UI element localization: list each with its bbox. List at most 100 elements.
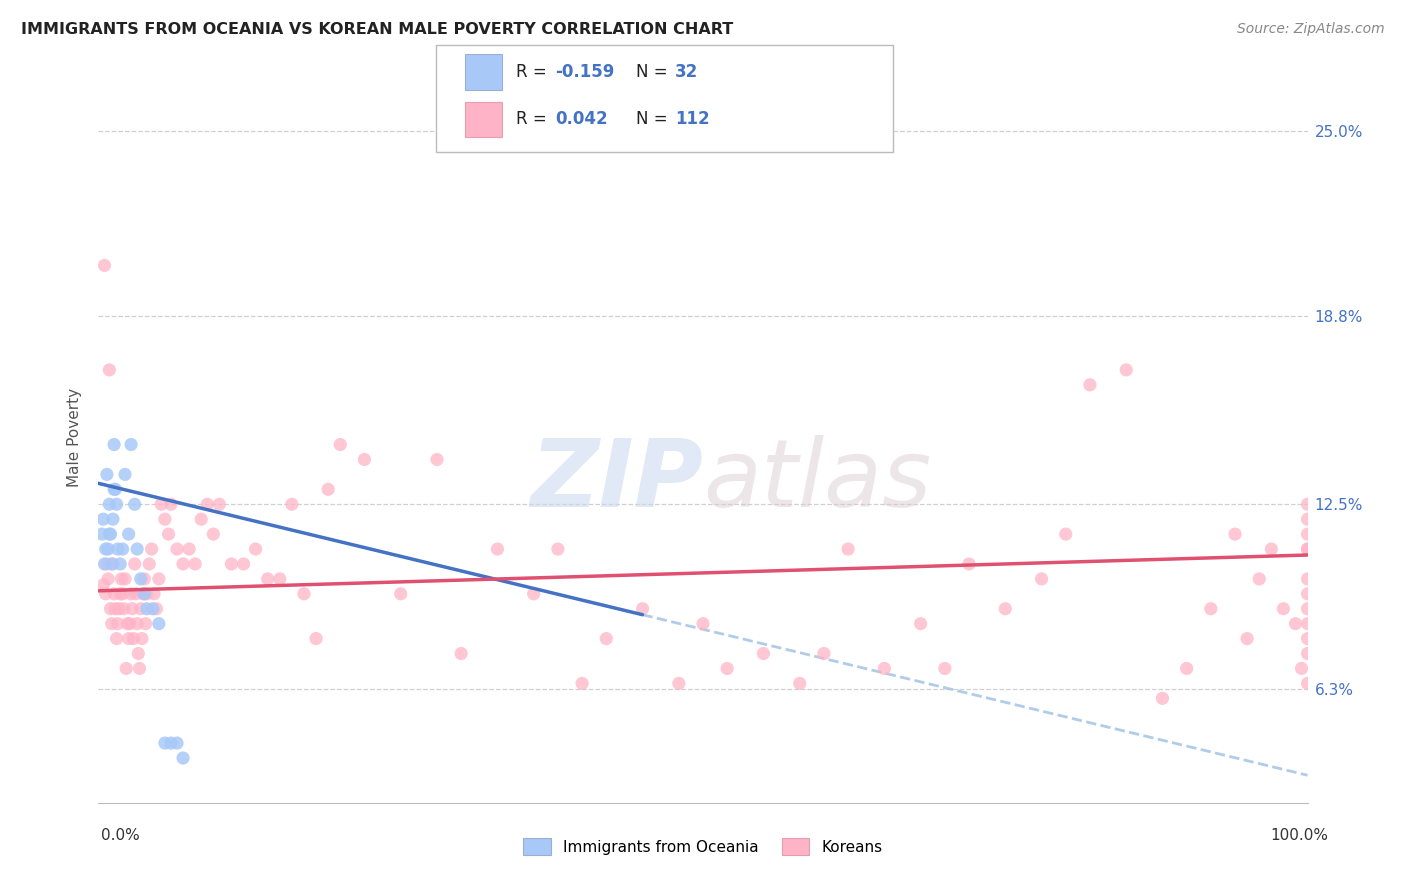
Text: Source: ZipAtlas.com: Source: ZipAtlas.com — [1237, 22, 1385, 37]
Point — [91, 512, 114, 526]
Point — [100, 601, 122, 615]
Point — [179, 542, 201, 557]
Legend: Immigrants from Oceania, Koreans: Immigrants from Oceania, Koreans — [517, 832, 889, 861]
Text: 0.042: 0.042 — [555, 111, 607, 128]
Point — [148, 616, 170, 631]
Point — [125, 587, 148, 601]
Point — [305, 632, 328, 646]
Point — [1284, 616, 1306, 631]
Point — [100, 527, 122, 541]
Point — [184, 557, 207, 571]
Point — [1272, 601, 1295, 615]
Point — [129, 601, 152, 615]
Point — [134, 587, 156, 601]
Point — [141, 542, 163, 557]
Point — [127, 616, 149, 631]
Point — [107, 542, 129, 557]
Point — [104, 601, 127, 615]
Point — [1152, 691, 1174, 706]
Point — [98, 527, 121, 541]
Point — [1249, 572, 1271, 586]
Point — [1296, 572, 1319, 586]
Point — [134, 572, 156, 586]
Point — [96, 557, 118, 571]
Point — [910, 616, 932, 631]
Point — [121, 601, 143, 615]
Point — [1296, 601, 1319, 615]
Point — [837, 542, 859, 557]
Point — [595, 632, 617, 646]
Point — [112, 601, 135, 615]
Point — [571, 676, 593, 690]
Point — [172, 751, 194, 765]
Point — [873, 661, 896, 675]
Point — [101, 557, 124, 571]
Point — [127, 542, 149, 557]
Point — [111, 587, 134, 601]
Point — [789, 676, 811, 690]
Point — [94, 587, 117, 601]
Point — [1175, 661, 1198, 675]
Text: 0.0%: 0.0% — [101, 828, 141, 843]
Point — [105, 497, 128, 511]
Point — [150, 497, 173, 511]
Point — [120, 587, 142, 601]
Point — [716, 661, 738, 675]
Point — [135, 587, 157, 601]
Point — [96, 467, 118, 482]
Point — [166, 736, 188, 750]
Point — [547, 542, 569, 557]
Point — [124, 557, 146, 571]
Y-axis label: Male Poverty: Male Poverty — [67, 387, 83, 487]
Point — [103, 483, 125, 497]
Point — [166, 542, 188, 557]
Point — [94, 542, 117, 557]
Point — [160, 497, 183, 511]
Point — [105, 632, 128, 646]
Point — [1078, 377, 1101, 392]
Point — [389, 587, 412, 601]
Point — [1296, 527, 1319, 541]
Point — [93, 259, 115, 273]
Point — [1296, 647, 1319, 661]
Point — [127, 647, 149, 661]
Point — [221, 557, 243, 571]
Point — [1296, 587, 1319, 601]
Point — [316, 483, 339, 497]
Point — [353, 452, 375, 467]
Point — [256, 572, 278, 586]
Point — [292, 587, 315, 601]
Point — [195, 497, 218, 511]
Point — [160, 736, 183, 750]
Point — [110, 572, 132, 586]
Point — [124, 497, 146, 511]
Point — [91, 527, 114, 541]
Point — [131, 632, 153, 646]
Point — [1260, 542, 1282, 557]
Point — [100, 557, 122, 571]
Text: ZIP: ZIP — [530, 435, 703, 527]
Point — [118, 632, 141, 646]
Point — [153, 736, 176, 750]
Point — [98, 497, 121, 511]
Point — [93, 557, 115, 571]
Point — [100, 616, 122, 631]
Point — [1115, 363, 1137, 377]
Point — [120, 437, 142, 451]
Point — [426, 452, 449, 467]
Point — [128, 661, 150, 675]
Point — [148, 572, 170, 586]
Point — [1296, 542, 1319, 557]
Point — [1296, 497, 1319, 511]
Point — [190, 512, 212, 526]
Point — [1199, 601, 1222, 615]
Point — [122, 632, 145, 646]
Point — [129, 572, 152, 586]
Text: 112: 112 — [675, 111, 710, 128]
Point — [486, 542, 509, 557]
Point — [98, 363, 121, 377]
Point — [1296, 676, 1319, 690]
Point — [994, 601, 1017, 615]
Point — [1236, 632, 1258, 646]
Point — [143, 587, 166, 601]
